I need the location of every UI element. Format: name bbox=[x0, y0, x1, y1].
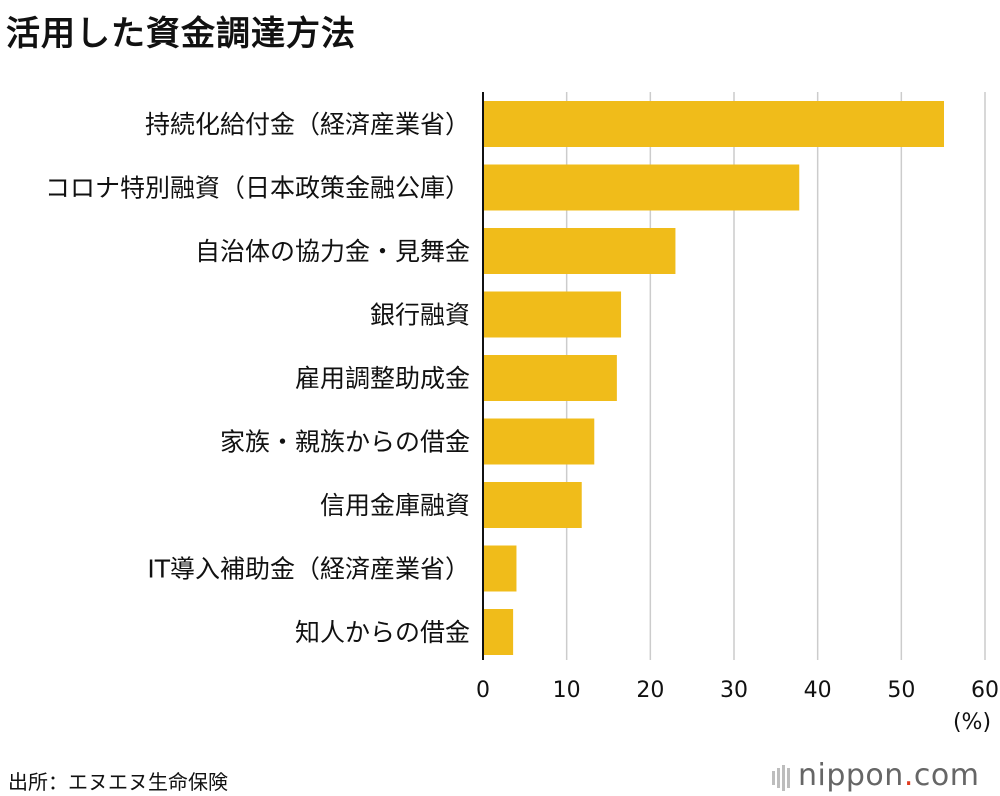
x-tick-labels: 0 10 20 30 40 50 60 bbox=[476, 678, 999, 703]
x-tick-label: 60 bbox=[971, 678, 999, 703]
bars bbox=[483, 101, 945, 655]
category-label: IT導入補助金（経済産業省） bbox=[147, 555, 470, 584]
bar bbox=[483, 228, 676, 274]
x-tick-label: 0 bbox=[476, 678, 490, 703]
bar-chart: 持続化給付金（経済産業省） コロナ特別融資（日本政策金融公庫） 自治体の協力金・見舞… bbox=[45, 92, 999, 735]
unit-label: (%) bbox=[953, 710, 991, 735]
logo-dot: . bbox=[903, 758, 914, 793]
bar bbox=[483, 545, 517, 592]
x-tick-label: 20 bbox=[636, 678, 664, 703]
category-label: 知人からの借金 bbox=[295, 618, 470, 647]
x-tick-label: 50 bbox=[887, 678, 915, 703]
logo-bars-icon bbox=[772, 759, 792, 794]
category-label: 銀行融資 bbox=[370, 301, 470, 330]
category-label: 信用金庫融資 bbox=[320, 491, 470, 520]
x-tick-label: 40 bbox=[804, 678, 832, 703]
bar bbox=[483, 355, 617, 401]
chart-title: 活用した資金調達方法 bbox=[6, 14, 356, 54]
category-label: 持続化給付金（経済産業省） bbox=[145, 110, 470, 139]
category-label: 家族・親族からの借金 bbox=[220, 428, 470, 457]
source-note: 出所：エヌエヌ生命保険 bbox=[8, 770, 228, 794]
bar bbox=[483, 418, 595, 465]
bar bbox=[483, 164, 800, 211]
x-tick-label: 30 bbox=[720, 678, 748, 703]
category-label: 雇用調整助成金 bbox=[295, 364, 470, 393]
bar bbox=[483, 291, 622, 338]
bar bbox=[483, 101, 945, 147]
nippon-logo: nippon.com bbox=[772, 758, 979, 794]
x-tick-label: 10 bbox=[553, 678, 581, 703]
category-label: 自治体の協力金・見舞金 bbox=[195, 237, 470, 266]
bar bbox=[483, 482, 582, 528]
logo-suffix: com bbox=[913, 758, 980, 793]
bar bbox=[483, 609, 514, 655]
category-labels: 持続化給付金（経済産業省） コロナ特別融資（日本政策金融公庫） 自治体の協力金・見舞… bbox=[45, 110, 470, 647]
category-label: コロナ特別融資（日本政策金融公庫） bbox=[45, 174, 470, 203]
logo-name: nippon bbox=[798, 758, 904, 793]
